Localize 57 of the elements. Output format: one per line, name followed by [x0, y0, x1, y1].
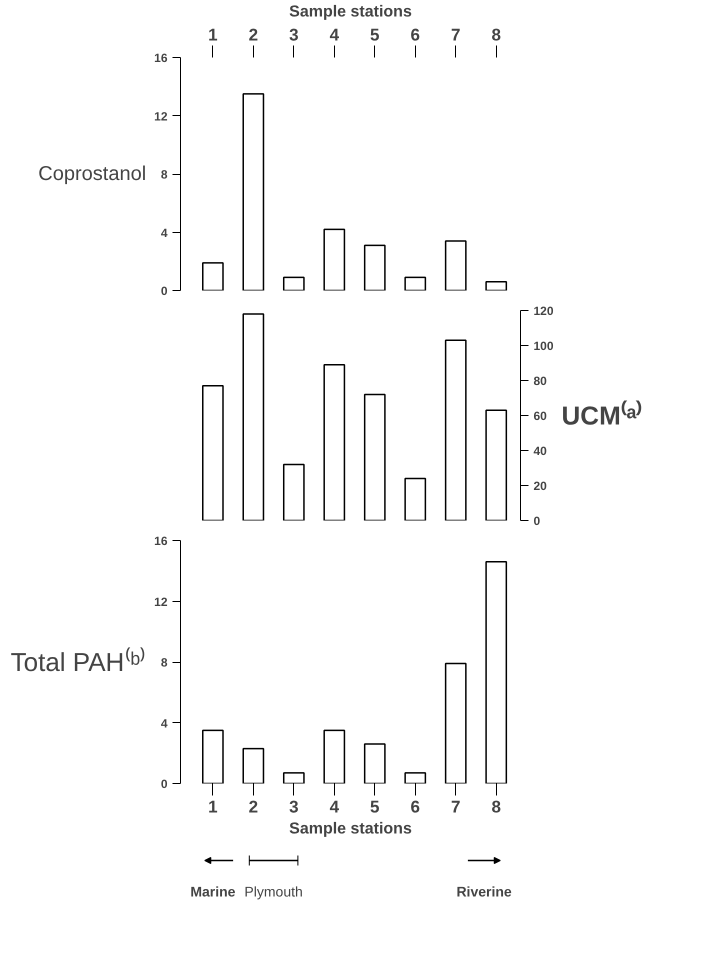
bar	[444, 240, 467, 290]
bar	[323, 228, 346, 290]
y-tick-label: 8	[160, 168, 168, 182]
x-tick-label: 3	[289, 26, 299, 44]
y-tick-label: 16	[154, 534, 168, 548]
x-tick-label: 1	[208, 798, 218, 816]
x-tick-label: 5	[370, 26, 380, 44]
x-tick-label: 8	[491, 26, 501, 44]
x-tick-label: 7	[451, 798, 460, 816]
bar	[202, 385, 224, 520]
y2-axis-title: UCM⁽ᵃ⁾	[562, 400, 643, 430]
y2-tick-label: 60	[534, 409, 548, 423]
y-axis-title: Total PAH⁽ᵇ⁾	[10, 647, 146, 677]
x-tick-label: 3	[289, 798, 299, 816]
y-tick-label: 8	[160, 656, 168, 670]
bar	[444, 340, 467, 520]
bar	[242, 313, 264, 520]
x-tick-label: 5	[370, 798, 380, 816]
y-tick-label: 12	[154, 594, 168, 609]
x-tick-label: 4	[330, 798, 340, 816]
text: Plymouth	[244, 884, 303, 900]
y2-tick-label: 100	[534, 339, 554, 353]
bar	[282, 464, 305, 520]
x-tick-label: 2	[248, 26, 258, 44]
x-axis-title: Sample stations	[289, 820, 412, 838]
bar	[485, 410, 508, 520]
x-tick-label: 7	[451, 26, 460, 44]
y-tick-label: 12	[154, 109, 168, 124]
bar	[202, 262, 224, 290]
bar	[404, 478, 426, 520]
y2-tick-label: 80	[534, 374, 548, 388]
y-tick-label: 0	[160, 284, 168, 298]
text: Riverine	[456, 884, 512, 900]
x-tick-label: 4	[330, 26, 340, 44]
y2-tick-label: 0	[534, 514, 540, 528]
y-axis-title: Coprostanol	[38, 163, 146, 185]
y-tick-label: 16	[154, 51, 168, 65]
x2-axis-title: Sample stations	[289, 4, 412, 20]
y-tick-label: 0	[160, 777, 168, 791]
y2-tick-label: 120	[534, 304, 554, 318]
x-tick-label: 6	[410, 26, 420, 44]
bar	[364, 394, 386, 520]
x-tick-label: 6	[410, 798, 420, 816]
bar	[242, 93, 264, 290]
x-tick-label: 1	[208, 26, 218, 44]
bar	[404, 276, 426, 290]
text: Marine	[190, 884, 236, 900]
x-tick-label: 2	[248, 798, 258, 816]
y2-tick-label: 40	[534, 444, 548, 458]
bar	[364, 244, 386, 290]
bar	[485, 281, 508, 290]
y2-tick-label: 20	[534, 479, 548, 493]
bar	[282, 276, 305, 290]
bar	[323, 364, 346, 520]
y-tick-label: 4	[160, 226, 168, 240]
y-tick-label: 4	[160, 716, 168, 730]
x-tick-label: 8	[491, 798, 501, 816]
